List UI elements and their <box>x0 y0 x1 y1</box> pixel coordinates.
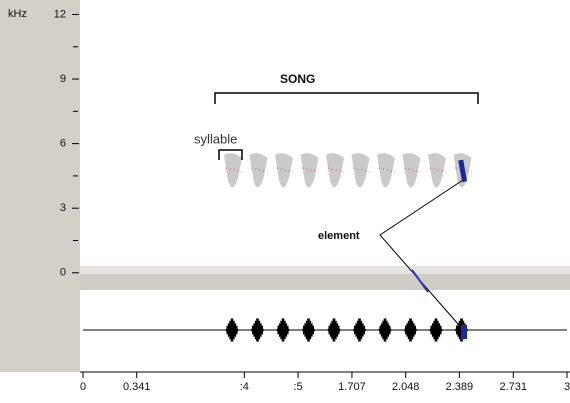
waveform <box>225 318 468 342</box>
syllable-trace <box>251 167 268 173</box>
y-tick-label: 6 <box>60 138 66 150</box>
syllable-trace <box>276 167 294 173</box>
syllable-shape <box>326 153 344 188</box>
waveform-burst <box>302 318 315 342</box>
song-label: SONG <box>280 72 315 86</box>
waveform-burst <box>429 318 443 342</box>
syllables <box>224 153 472 188</box>
y-tick-label: 0 <box>60 267 66 279</box>
x-tick-label: 0.341 <box>123 381 151 393</box>
song-bracket <box>214 92 479 104</box>
x-tick-label: 2.731 <box>500 381 528 393</box>
waveform-burst <box>404 318 417 342</box>
syllable-shape <box>428 153 446 188</box>
y-tick-label: 9 <box>60 73 66 85</box>
y-tick-label: 3 <box>60 202 66 214</box>
y-tick-label: 12 <box>54 8 66 20</box>
syllable-trace <box>429 167 447 173</box>
syllable-shape <box>300 153 319 188</box>
x-tick-label: 2.048 <box>392 381 420 393</box>
x-tick-label: 3 <box>564 381 570 393</box>
syllable-trace <box>302 167 319 173</box>
element-label: element <box>318 230 360 242</box>
syllable-trace <box>353 167 370 173</box>
element-pointer <box>379 177 467 334</box>
syllable-shape <box>351 153 370 188</box>
noise-band <box>80 274 570 290</box>
noise-band-light <box>80 266 570 274</box>
x-tick-label: :4 <box>240 381 249 393</box>
syllable-label: syllable <box>194 131 237 146</box>
waveform-burst <box>327 318 341 342</box>
waveform-burst <box>225 318 239 342</box>
syllable-bracket <box>218 149 243 160</box>
x-tick-label: 1.707 <box>338 381 366 393</box>
waveform-burst <box>276 318 290 342</box>
syllable-trace <box>327 167 345 173</box>
syllable-trace <box>225 167 243 173</box>
x-tick-label: 0 <box>80 381 86 393</box>
syllable-shape <box>224 153 242 188</box>
syllable-trace <box>404 167 421 173</box>
syllable-shape <box>402 153 421 188</box>
syllable-trace <box>378 167 396 173</box>
x-tick-label: :5 <box>293 381 302 393</box>
element-trace <box>411 269 429 293</box>
left-margin <box>0 0 80 372</box>
element-mark <box>458 159 468 183</box>
spectrogram-panel <box>80 0 570 290</box>
element-mark <box>461 325 467 339</box>
waveform-burst <box>251 318 264 342</box>
y-unit-label: kHz <box>8 8 27 20</box>
syllable-shape <box>275 153 293 188</box>
syllable-shape <box>377 153 395 188</box>
syllable-shape <box>249 153 268 188</box>
x-tick-label: 2.389 <box>446 381 474 393</box>
waveform-burst <box>353 318 366 342</box>
waveform-burst <box>378 318 392 342</box>
